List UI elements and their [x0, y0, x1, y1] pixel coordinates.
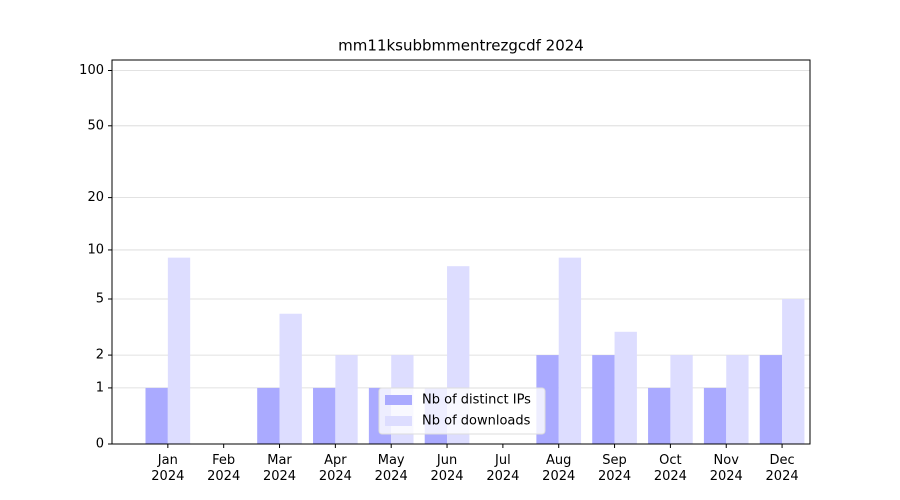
x-tick-label: Mar 2024 — [262, 453, 297, 484]
x-tick-label: Oct 2024 — [653, 453, 687, 484]
bar — [257, 387, 280, 444]
bar — [558, 257, 582, 444]
bar — [648, 387, 671, 444]
bar — [670, 355, 693, 444]
bar — [782, 298, 805, 444]
y-tick-label: 20 — [87, 190, 104, 205]
chart-title: mm11ksubbmmentrezgcdf 2024 — [338, 37, 584, 55]
x-tick-label: Dec 2024 — [765, 453, 799, 484]
bar — [614, 331, 637, 444]
x-tick-label: Jul 2024 — [486, 453, 520, 484]
bar — [592, 355, 615, 444]
y-tick-label: 2 — [96, 348, 104, 363]
x-tick-label: May 2024 — [374, 453, 408, 484]
bar — [335, 355, 358, 444]
x-tick-label: Sep 2024 — [598, 453, 632, 484]
x-tick-label: Jun 2024 — [430, 453, 464, 484]
y-tick-label: 1 — [96, 380, 104, 395]
bar — [279, 313, 302, 444]
y-tick-label: 0 — [96, 437, 104, 452]
axes-frame — [111, 59, 811, 445]
bar — [726, 355, 749, 444]
legend-swatch — [385, 416, 412, 426]
x-tick-label: Jan 2024 — [151, 453, 185, 484]
x-tick-label: Feb 2024 — [207, 453, 241, 484]
legend: Nb of distinct IPs Nb of downloads — [378, 387, 546, 435]
bar — [167, 257, 191, 444]
legend-label: Nb of distinct IPs — [422, 393, 531, 408]
bar — [703, 387, 727, 444]
legend-box — [378, 387, 546, 435]
bar — [313, 387, 336, 444]
bar — [759, 355, 783, 444]
legend-swatch — [385, 395, 412, 405]
y-tick-label: 5 — [96, 291, 104, 306]
y-tick-label: 50 — [87, 118, 104, 133]
x-tick-label: Apr 2024 — [318, 453, 352, 484]
y-tick-label: 100 — [79, 63, 104, 78]
y-tick-label: 10 — [87, 242, 104, 257]
bar — [145, 387, 168, 444]
legend-label: Nb of downloads — [422, 414, 531, 429]
x-tick-label: Aug 2024 — [542, 453, 576, 484]
x-tick-label: Nov 2024 — [709, 453, 743, 484]
